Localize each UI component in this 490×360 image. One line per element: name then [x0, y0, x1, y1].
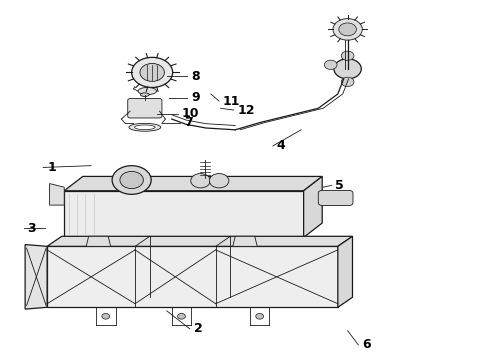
Text: 2: 2	[194, 322, 202, 335]
Circle shape	[140, 63, 164, 81]
Circle shape	[177, 314, 185, 319]
Polygon shape	[49, 184, 64, 205]
Text: 8: 8	[191, 69, 200, 82]
Polygon shape	[25, 244, 47, 309]
Text: 12: 12	[238, 104, 255, 117]
Circle shape	[102, 314, 110, 319]
Text: 9: 9	[191, 91, 200, 104]
Ellipse shape	[138, 87, 157, 95]
Ellipse shape	[141, 93, 149, 96]
Polygon shape	[47, 236, 352, 246]
Text: 7: 7	[184, 116, 193, 129]
Text: 3: 3	[27, 222, 36, 235]
Ellipse shape	[129, 123, 161, 131]
Circle shape	[209, 174, 229, 188]
Text: 10: 10	[181, 107, 199, 120]
Text: 1: 1	[47, 161, 56, 174]
Text: 4: 4	[277, 139, 286, 152]
Polygon shape	[64, 176, 322, 191]
Polygon shape	[86, 236, 111, 246]
Circle shape	[112, 166, 151, 194]
Text: 11: 11	[223, 95, 241, 108]
Text: 5: 5	[335, 179, 344, 192]
Circle shape	[341, 77, 354, 86]
Polygon shape	[64, 191, 304, 237]
Circle shape	[341, 51, 354, 60]
Polygon shape	[338, 236, 352, 307]
FancyBboxPatch shape	[318, 190, 353, 206]
Circle shape	[334, 59, 361, 79]
Polygon shape	[304, 176, 322, 237]
Circle shape	[256, 314, 264, 319]
Circle shape	[333, 19, 362, 40]
Polygon shape	[47, 246, 338, 307]
Circle shape	[120, 171, 144, 189]
Polygon shape	[233, 236, 257, 246]
Text: 6: 6	[362, 338, 371, 351]
Circle shape	[324, 60, 337, 69]
Ellipse shape	[135, 125, 155, 130]
Circle shape	[132, 57, 172, 87]
Circle shape	[339, 23, 356, 36]
Circle shape	[191, 174, 210, 188]
FancyBboxPatch shape	[128, 99, 162, 118]
